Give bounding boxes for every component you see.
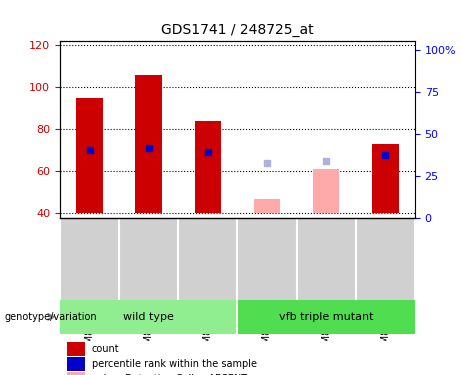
Bar: [60, 300, 237, 334]
Text: genotype/variation: genotype/variation: [5, 312, 97, 322]
Point: [263, 160, 271, 166]
Bar: [237, 300, 415, 334]
Bar: [254, 199, 280, 213]
Bar: [76, 98, 103, 213]
Bar: [136, 75, 162, 213]
Text: vfb triple mutant: vfb triple mutant: [279, 312, 373, 322]
Text: wild type: wild type: [123, 312, 174, 322]
Text: value, Detection Call = ABSENT: value, Detection Call = ABSENT: [92, 374, 247, 375]
Bar: [67, 372, 85, 375]
Point: [145, 145, 152, 151]
Text: percentile rank within the sample: percentile rank within the sample: [92, 359, 257, 369]
Title: GDS1741 / 248725_at: GDS1741 / 248725_at: [161, 24, 314, 38]
Bar: [313, 169, 339, 213]
Bar: [67, 357, 85, 371]
Bar: [195, 121, 221, 213]
Bar: [372, 144, 399, 213]
Text: count: count: [92, 344, 119, 354]
Bar: [67, 342, 85, 356]
Point: [382, 152, 389, 157]
Point: [86, 147, 93, 153]
Point: [322, 158, 330, 164]
Point: [204, 150, 212, 156]
